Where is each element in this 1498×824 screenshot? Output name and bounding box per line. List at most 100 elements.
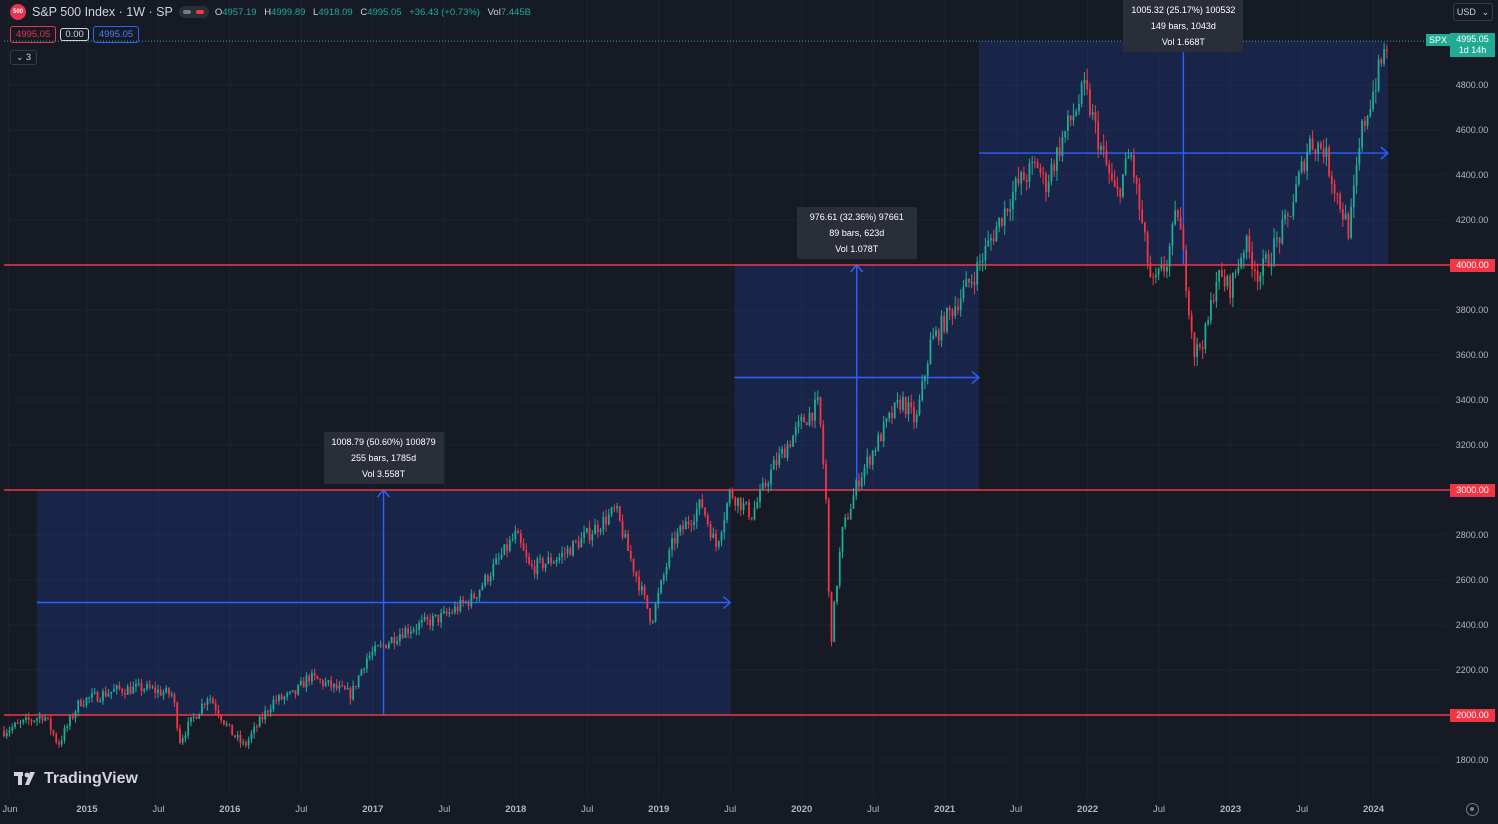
- candle: [462, 595, 465, 608]
- candle-body: [959, 298, 962, 311]
- candle-body: [1006, 208, 1009, 212]
- candle: [168, 687, 170, 699]
- candle-body: [536, 558, 539, 575]
- buy-price-button[interactable]: 4995.05: [92, 26, 140, 43]
- symbol-title[interactable]: S&P 500 Index · 1W · SP: [32, 5, 173, 19]
- y-tick-label: 1800.00: [1456, 755, 1489, 765]
- candle-body: [44, 717, 47, 721]
- bar-countdown: 1d 14h: [1458, 45, 1487, 55]
- candle: [387, 640, 390, 650]
- candle-body: [1209, 300, 1212, 321]
- candle-body: [440, 612, 443, 623]
- flag-icon[interactable]: [178, 6, 209, 18]
- y-tick-label: 3200.00: [1456, 440, 1489, 450]
- candle: [682, 519, 684, 536]
- candle: [583, 525, 585, 544]
- candle: [684, 516, 687, 530]
- candle: [247, 736, 250, 750]
- candle-body: [1160, 264, 1163, 269]
- candle-body: [1333, 184, 1336, 194]
- candle-body: [981, 260, 984, 262]
- candle-body: [1344, 213, 1347, 220]
- tradingview-logo[interactable]: TradingView: [14, 770, 138, 788]
- candle: [1347, 211, 1350, 241]
- candle: [423, 612, 426, 622]
- candle: [1286, 211, 1289, 228]
- candle-body: [1097, 121, 1100, 150]
- candle: [115, 684, 118, 695]
- candle-body: [566, 548, 569, 554]
- candle-body: [85, 697, 88, 706]
- candle: [253, 722, 256, 739]
- candle: [36, 716, 38, 726]
- candle-body: [728, 490, 731, 504]
- candle-body: [376, 645, 379, 647]
- candle: [1248, 228, 1251, 259]
- candle-body: [1207, 320, 1210, 324]
- candle: [646, 594, 649, 610]
- candle: [1135, 175, 1138, 195]
- candle-body: [665, 566, 668, 575]
- candle-body: [1322, 148, 1325, 158]
- candle: [1141, 200, 1144, 225]
- level-layer[interactable]: [4, 264, 1450, 716]
- candle-body: [932, 335, 935, 340]
- candle-body: [1223, 276, 1226, 287]
- candle-body: [759, 489, 761, 503]
- sell-price-button[interactable]: 4995.05: [10, 26, 57, 43]
- candle-body: [607, 514, 610, 525]
- candle: [902, 391, 904, 413]
- y-tick-label: 3800.00: [1456, 305, 1489, 315]
- candle: [360, 668, 363, 677]
- indicators-collapse-button[interactable]: ⌄ 3: [10, 50, 38, 65]
- candle-body: [605, 516, 607, 525]
- candle-body: [349, 687, 352, 700]
- candle: [805, 421, 808, 426]
- candle: [1078, 94, 1080, 115]
- candle-body: [1182, 229, 1185, 250]
- candle-body: [1240, 257, 1243, 268]
- candle: [242, 738, 245, 746]
- candle: [500, 547, 503, 561]
- candle: [27, 712, 30, 725]
- candle-body: [30, 720, 33, 722]
- candle: [1009, 198, 1012, 222]
- candle: [726, 502, 728, 524]
- candle: [1036, 158, 1039, 169]
- candle: [401, 627, 404, 640]
- candle: [863, 463, 866, 486]
- candle: [376, 644, 379, 647]
- settings-gear-icon[interactable]: [1466, 803, 1479, 816]
- candle: [327, 679, 330, 687]
- candle-body: [1064, 130, 1067, 138]
- candle: [492, 558, 495, 580]
- candle: [203, 702, 206, 709]
- candle: [1034, 156, 1036, 169]
- candle-body: [214, 703, 217, 711]
- candle-body: [409, 631, 412, 634]
- candle: [539, 554, 541, 564]
- candle: [519, 529, 522, 548]
- candle-body: [1034, 161, 1036, 163]
- candle-body: [874, 450, 877, 452]
- candle-body: [794, 426, 797, 436]
- candle-body: [497, 558, 500, 560]
- currency-select[interactable]: USD ⌄: [1453, 3, 1493, 21]
- candle: [316, 675, 319, 680]
- candle-body: [1003, 208, 1006, 226]
- candle-body: [858, 480, 860, 487]
- candle: [1122, 173, 1124, 199]
- candle: [297, 684, 300, 696]
- candle: [3, 725, 5, 738]
- candle: [1264, 250, 1267, 263]
- candle-body: [899, 399, 902, 410]
- candle-body: [431, 615, 434, 626]
- candle: [437, 614, 440, 627]
- candle-body: [1234, 272, 1237, 274]
- candle-body: [1187, 291, 1190, 316]
- candle-body: [1289, 216, 1292, 218]
- candle-body: [236, 734, 239, 738]
- candle-body: [695, 509, 698, 522]
- measure-label-line: 255 bars, 1785d: [351, 453, 417, 463]
